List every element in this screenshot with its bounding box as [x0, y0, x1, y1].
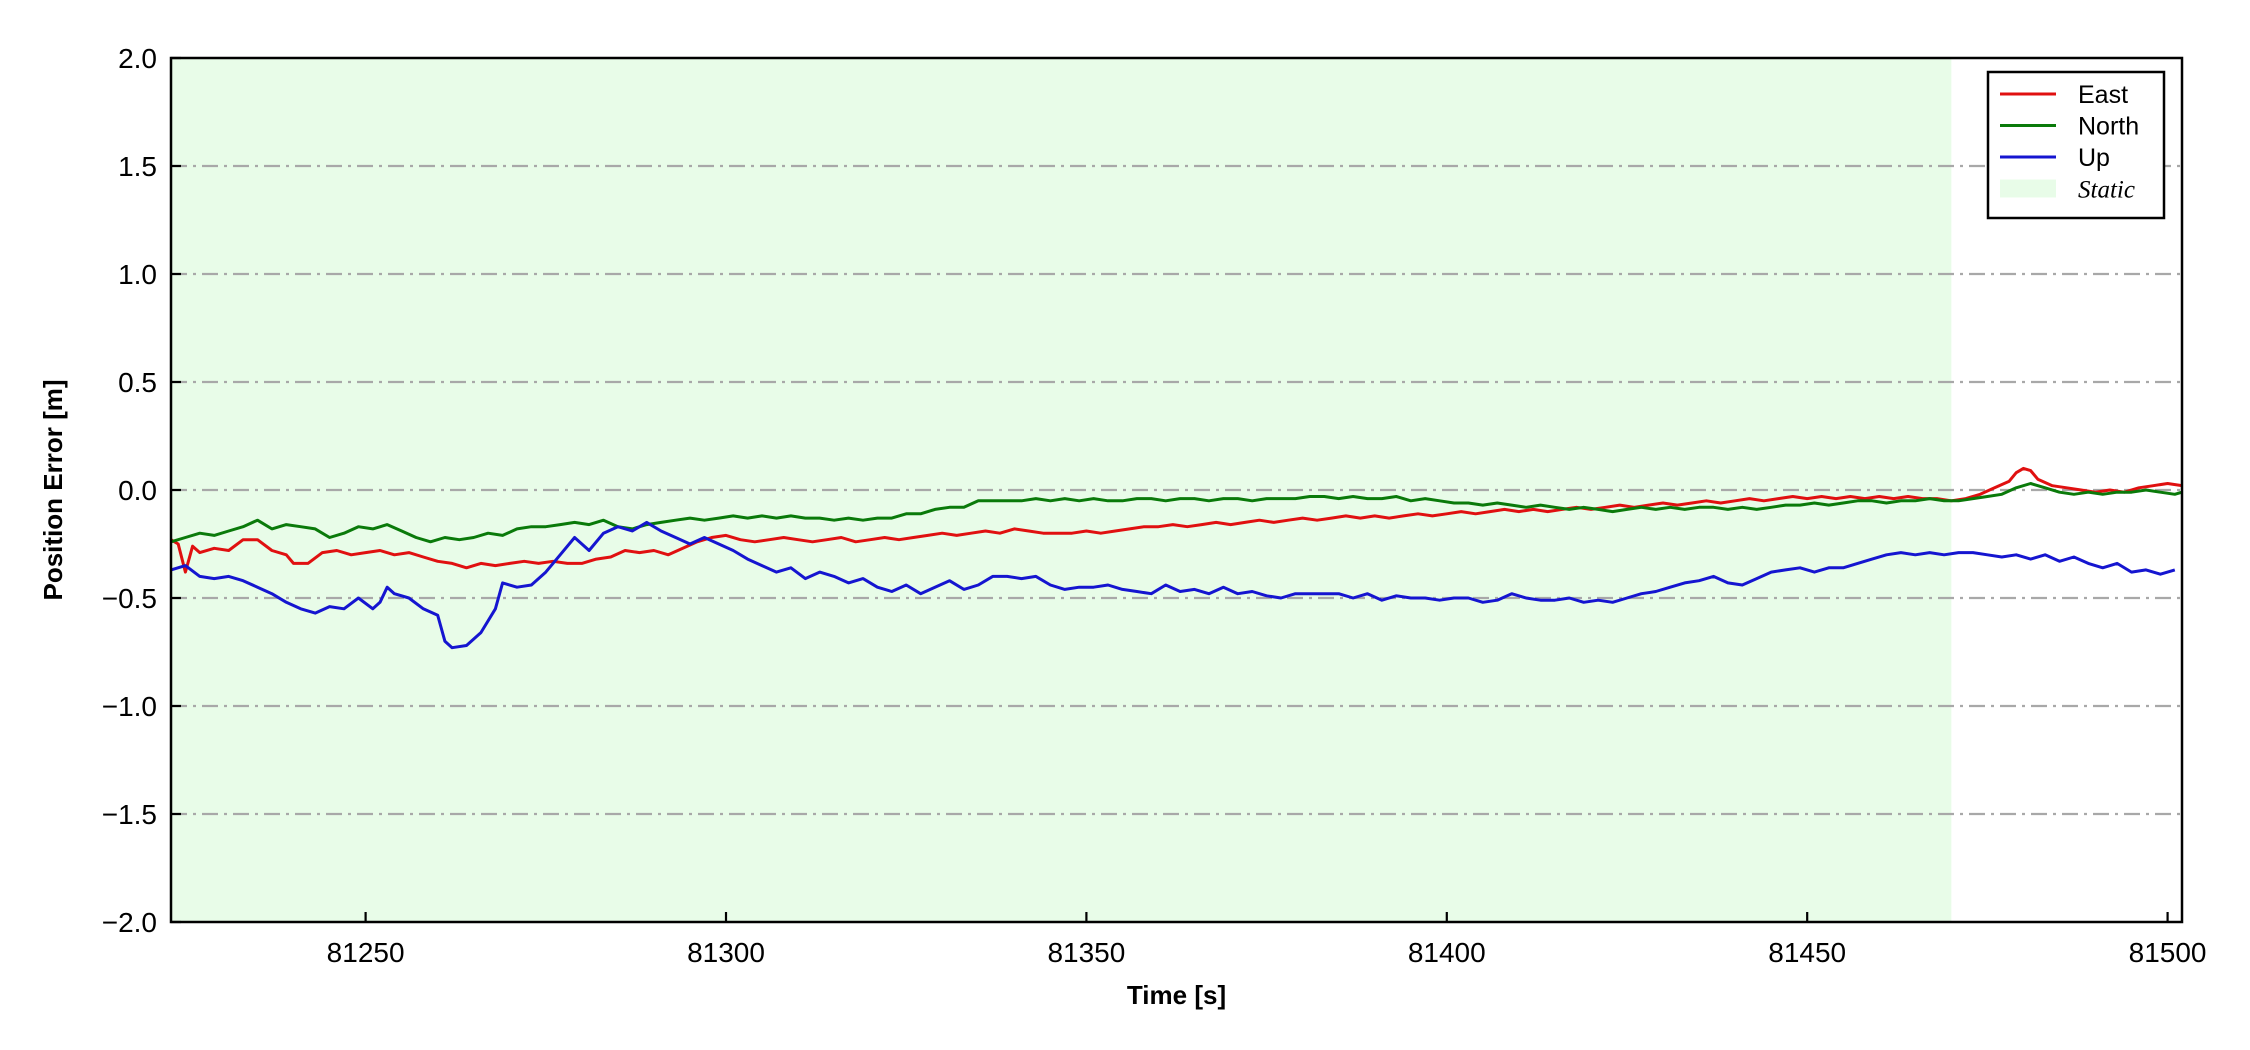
x-tick-label: 81400 — [1408, 937, 1486, 968]
legend-label-north: North — [2078, 113, 2139, 141]
y-tick-label: −0.5 — [102, 583, 157, 614]
legend-label-static: Static — [2078, 177, 2135, 204]
x-tick-label: 81300 — [687, 937, 765, 968]
series-line-east — [171, 466, 2182, 574]
y-tick-label: −2.0 — [102, 907, 157, 938]
x-tick-label: 81350 — [1047, 937, 1125, 968]
y-tick-label: 1.5 — [118, 151, 157, 182]
y-tick-label: −1.5 — [102, 799, 157, 830]
plot-area — [171, 58, 2182, 922]
series-line-up — [171, 520, 2176, 650]
axes: 2.0 1.5 1.0 0.5 0.0 −0.5 −1.0 −1.5 −2.0 81250 8130… — [102, 43, 2207, 968]
legend-label-up: Up — [2078, 144, 2110, 172]
y-tick-label: 1.0 — [118, 259, 157, 290]
legend-label-east: East — [2078, 81, 2128, 109]
x-tick-label: 81500 — [2129, 937, 2207, 968]
y-axis-title: Position Error [m] — [38, 379, 68, 600]
y-tick-label: −1.0 — [102, 691, 157, 722]
x-tick-label: 81450 — [1768, 937, 1846, 968]
y-tick-label: 0.5 — [118, 367, 157, 398]
x-axis-title: Time [s] — [1127, 980, 1226, 1010]
x-tick-label: 81250 — [327, 937, 405, 968]
y-tick-label: 0.0 — [118, 475, 157, 506]
y-tick-label: 2.0 — [118, 43, 157, 74]
legend: East North Up Static — [1986, 70, 2166, 220]
series-line-north — [171, 482, 2182, 544]
legend-swatch-static — [2000, 179, 2056, 198]
